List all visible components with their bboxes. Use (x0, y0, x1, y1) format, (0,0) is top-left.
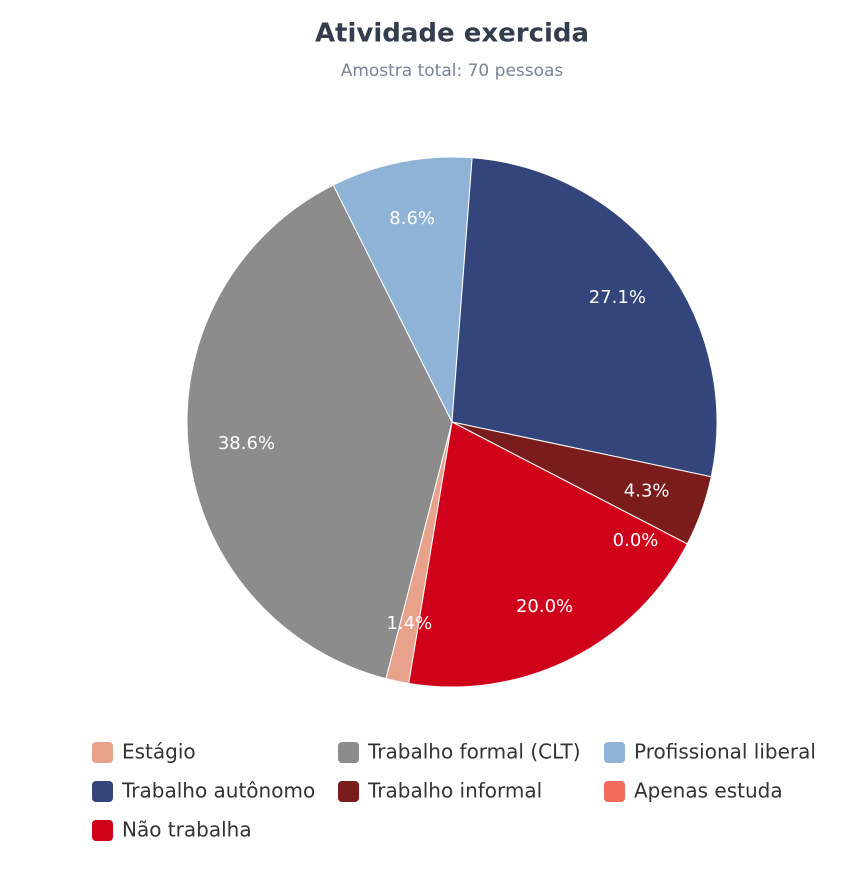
data-label: 0.0% (613, 530, 659, 551)
pie-slice (451, 157, 718, 478)
data-label: 4.3% (624, 481, 670, 502)
legend-label[interactable]: Apenas estuda (634, 779, 783, 803)
legend-label[interactable]: Trabalho formal (CLT) (367, 740, 581, 764)
legend-label[interactable]: Trabalho informal (367, 779, 542, 803)
legend-label[interactable]: Estágio (122, 740, 196, 764)
chart-title: Atividade exercida (315, 19, 589, 49)
pie-slice (332, 156, 473, 424)
legend-swatch[interactable] (338, 781, 359, 802)
data-label: 38.6% (218, 433, 275, 454)
legend-label[interactable]: Não trabalha (122, 818, 252, 842)
pie-slice (186, 184, 453, 680)
legend-swatch[interactable] (92, 742, 113, 763)
data-label: 20.0% (516, 596, 573, 617)
data-label: 8.6% (389, 208, 435, 229)
legend-swatch[interactable] (604, 781, 625, 802)
legend-swatch[interactable] (338, 742, 359, 763)
pie-slice (408, 421, 688, 688)
legend-swatch[interactable] (92, 781, 113, 802)
chart-subtitle: Amostra total: 70 pessoas (341, 61, 564, 81)
legend-label[interactable]: Trabalho autônomo (121, 779, 315, 803)
data-label: 27.1% (589, 287, 646, 308)
data-label: 1.4% (386, 613, 432, 634)
legend-swatch[interactable] (604, 742, 625, 763)
legend-label[interactable]: Profissional liberal (634, 740, 816, 764)
legend-swatch[interactable] (92, 820, 113, 841)
